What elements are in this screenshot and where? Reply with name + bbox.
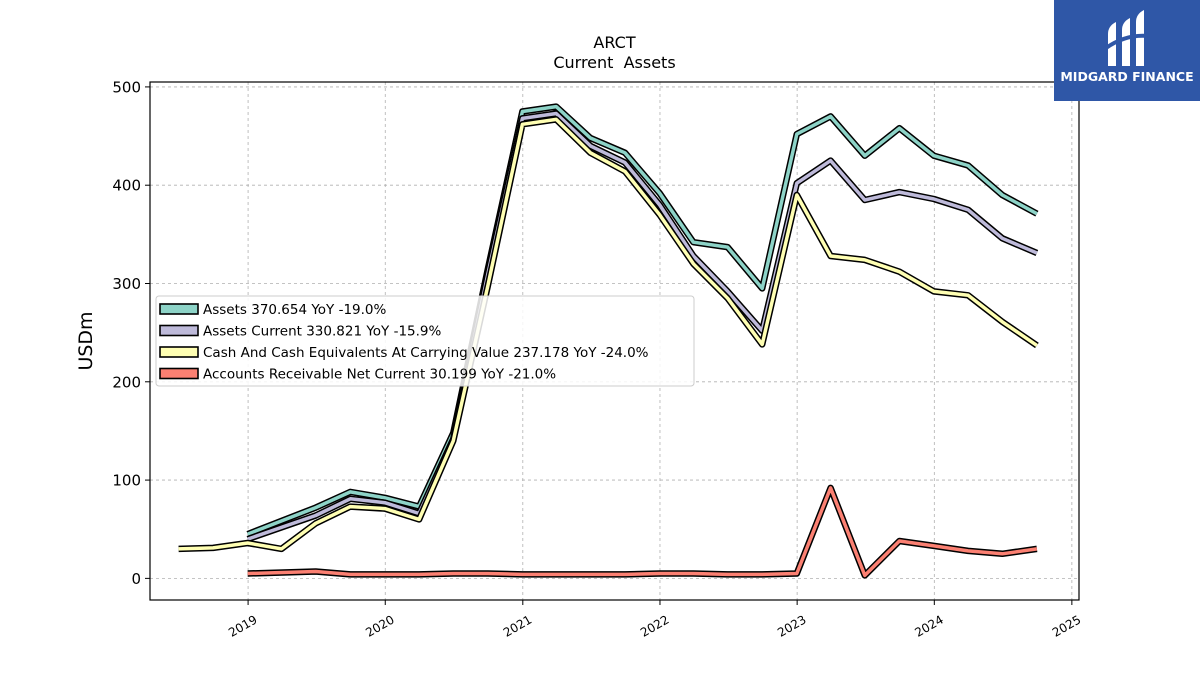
y-axis-label: USDm [75,311,97,370]
y-tick-label: 300 [112,275,141,293]
chart-subtitle: Current Assets [553,53,675,72]
plot-frame [149,81,1080,601]
x-tick-label: 2020 [363,612,396,639]
y-tick-label: 400 [112,177,141,195]
series-line-3 [247,486,1038,578]
legend-swatch [159,346,199,358]
midgard-finance-logo: MIDGARD FINANCE [1054,0,1200,101]
y-tick-label: 200 [112,373,141,391]
legend-entry: Accounts Receivable Net Current 30.199 Y… [203,367,556,383]
y-tick-label: 100 [112,472,141,490]
x-tick-label: 2021 [501,612,534,639]
legend-swatch [159,367,199,380]
series-line-0 [247,104,1038,536]
x-tick-label: 2022 [638,612,671,639]
legend-entry: Assets Current 330.821 YoY -15.9% [203,324,442,340]
x-axis: 2019 2020 2021 2022 2023 2024 2025 [226,600,1083,640]
series-line-2 [178,117,1038,551]
watermark-text: MIDGARD FINANCE [1060,69,1194,84]
legend-box [155,295,695,387]
legend-swatch [159,324,199,337]
series-line-1 [247,111,1038,541]
series-lines [178,103,1039,579]
chart-title: ARCT [593,33,635,52]
y-tick-label: 500 [112,78,141,96]
x-tick-label: 2025 [1050,612,1083,639]
x-tick-label: 2024 [912,612,945,639]
x-tick-label: 2019 [226,612,259,639]
midgard-logo-icon [1104,10,1149,66]
legend-entry: Assets 370.654 YoY -19.0% [203,302,387,318]
legend-swatch [159,303,199,315]
legend-entry: Cash And Cash Equivalents At Carrying Va… [203,345,649,361]
y-axis: 0 100 200 300 400 500 [112,78,150,588]
legend: Assets 370.654 YoY -19.0% Assets Current … [155,295,695,387]
x-tick-label: 2023 [775,612,808,639]
y-tick-label: 0 [131,570,141,588]
